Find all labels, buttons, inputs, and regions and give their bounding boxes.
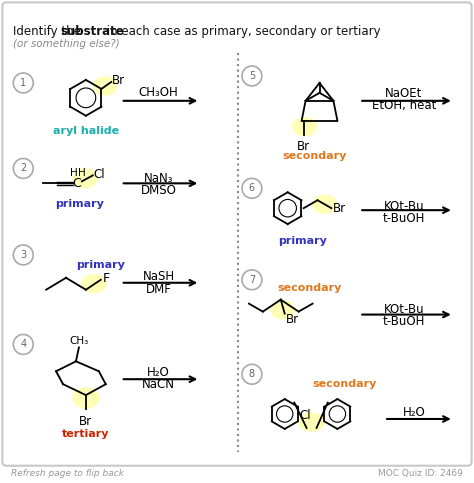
Text: t-BuOH: t-BuOH (383, 212, 425, 225)
Text: 7: 7 (249, 275, 255, 285)
Ellipse shape (73, 388, 99, 408)
Text: CH₃OH: CH₃OH (138, 86, 178, 99)
Text: secondary: secondary (312, 379, 376, 389)
Ellipse shape (292, 118, 317, 136)
Text: Br: Br (286, 313, 299, 326)
Text: Br: Br (112, 74, 126, 87)
Text: Refresh page to flip back: Refresh page to flip back (11, 469, 124, 478)
Text: NaOEt: NaOEt (385, 87, 423, 100)
Text: Cl: Cl (94, 168, 106, 181)
Text: NaN₃: NaN₃ (144, 172, 173, 185)
Text: Br: Br (332, 202, 346, 214)
FancyBboxPatch shape (2, 2, 472, 466)
Text: t-BuOH: t-BuOH (383, 315, 425, 328)
Text: H: H (70, 169, 78, 178)
Text: tertiary: tertiary (62, 429, 109, 439)
Text: Br: Br (297, 140, 310, 153)
Ellipse shape (271, 300, 295, 319)
Text: in each case as primary, secondary or tertiary: in each case as primary, secondary or te… (103, 25, 381, 38)
Text: 1: 1 (20, 78, 27, 88)
Text: CH₃: CH₃ (69, 337, 89, 346)
Text: primary: primary (55, 199, 104, 209)
Text: (or something else?): (or something else?) (13, 39, 120, 49)
Text: MOC Quiz ID: 2469: MOC Quiz ID: 2469 (378, 469, 463, 478)
Ellipse shape (312, 195, 337, 213)
Text: 5: 5 (249, 71, 255, 81)
Text: Br: Br (79, 415, 92, 428)
Text: KOt-Bu: KOt-Bu (383, 199, 424, 213)
Ellipse shape (93, 77, 117, 95)
Text: DMSO: DMSO (140, 184, 176, 197)
Ellipse shape (73, 169, 97, 188)
Text: substrate: substrate (60, 25, 124, 38)
Text: 3: 3 (20, 250, 27, 260)
Text: NaSH: NaSH (142, 270, 174, 284)
Text: F: F (103, 272, 110, 285)
Text: H: H (78, 169, 86, 178)
Text: KOt-Bu: KOt-Bu (383, 303, 424, 316)
Text: 4: 4 (20, 340, 27, 349)
Text: 6: 6 (249, 184, 255, 193)
Text: H₂O: H₂O (147, 366, 170, 379)
Text: EtOH, heat: EtOH, heat (372, 99, 436, 112)
Text: secondary: secondary (277, 283, 342, 293)
Text: 2: 2 (20, 163, 27, 173)
Text: Identify the: Identify the (13, 25, 85, 38)
Text: 8: 8 (249, 369, 255, 379)
Ellipse shape (82, 275, 106, 293)
Text: secondary: secondary (283, 151, 346, 160)
Text: C: C (73, 177, 82, 190)
Text: NaCN: NaCN (142, 378, 175, 391)
Text: H₂O: H₂O (402, 406, 425, 418)
Text: Cl: Cl (300, 410, 311, 423)
Text: DMF: DMF (146, 283, 172, 296)
Ellipse shape (299, 413, 325, 431)
Text: aryl halide: aryl halide (53, 126, 119, 136)
Text: primary: primary (76, 260, 125, 270)
Text: primary: primary (278, 236, 327, 246)
